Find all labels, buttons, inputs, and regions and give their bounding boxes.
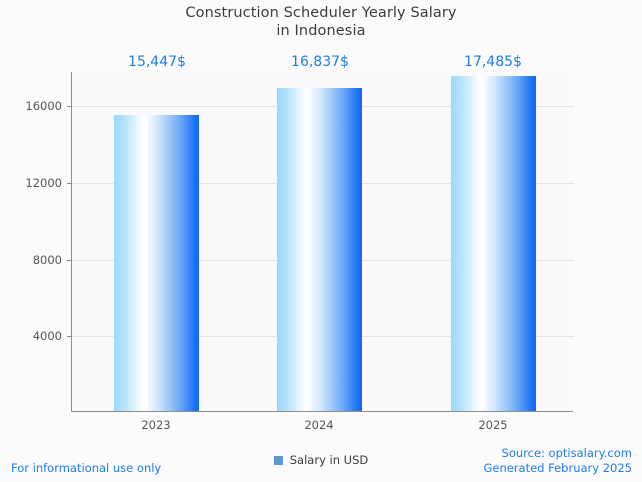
y-axis-tick-label-4000: 4000 — [32, 329, 62, 343]
chart-title-line-1: Construction Scheduler Yearly Salary — [185, 5, 457, 21]
x-axis-tick-label-2024: 2024 — [304, 418, 334, 432]
y-tick-mark-4000 — [67, 336, 72, 337]
disclaimer-text: For informational use only — [11, 461, 162, 475]
chart-legend: Salary in USD — [0, 452, 642, 468]
y-tick-mark-8000 — [67, 260, 72, 261]
source-info: Source: optisalary.com Generated Februar… — [483, 446, 632, 476]
y-axis-tick-label-12000: 12000 — [25, 176, 62, 190]
y-axis-tick-label-8000: 8000 — [32, 253, 62, 267]
legend-item-salary-in-usd[interactable]: Salary in USD — [267, 452, 375, 468]
generated-date-text: Generated February 2025 — [483, 461, 632, 475]
plot-area — [67, 72, 574, 412]
chart-title: Construction Scheduler Yearly Salary in … — [0, 4, 642, 40]
bar-2023[interactable] — [114, 115, 199, 411]
bar-value-label-2025: 17,485$ — [464, 54, 522, 70]
bar-2024[interactable] — [277, 88, 362, 411]
chart-title-line-2: in Indonesia — [276, 23, 366, 39]
legend-swatch-icon — [273, 455, 283, 465]
legend-item-label: Salary in USD — [289, 453, 369, 467]
bar-2025[interactable] — [451, 76, 536, 411]
y-tick-mark-12000 — [67, 183, 72, 184]
y-tick-mark-16000 — [67, 106, 72, 107]
source-text: Source: optisalary.com — [501, 446, 632, 460]
bar-value-label-2024: 16,837$ — [291, 54, 349, 70]
bar-value-label-2023: 15,447$ — [128, 54, 186, 70]
x-axis-tick-label-2025: 2025 — [478, 418, 508, 432]
y-axis-tick-label-16000: 16000 — [25, 99, 62, 113]
x-axis-tick-label-2023: 2023 — [141, 418, 171, 432]
